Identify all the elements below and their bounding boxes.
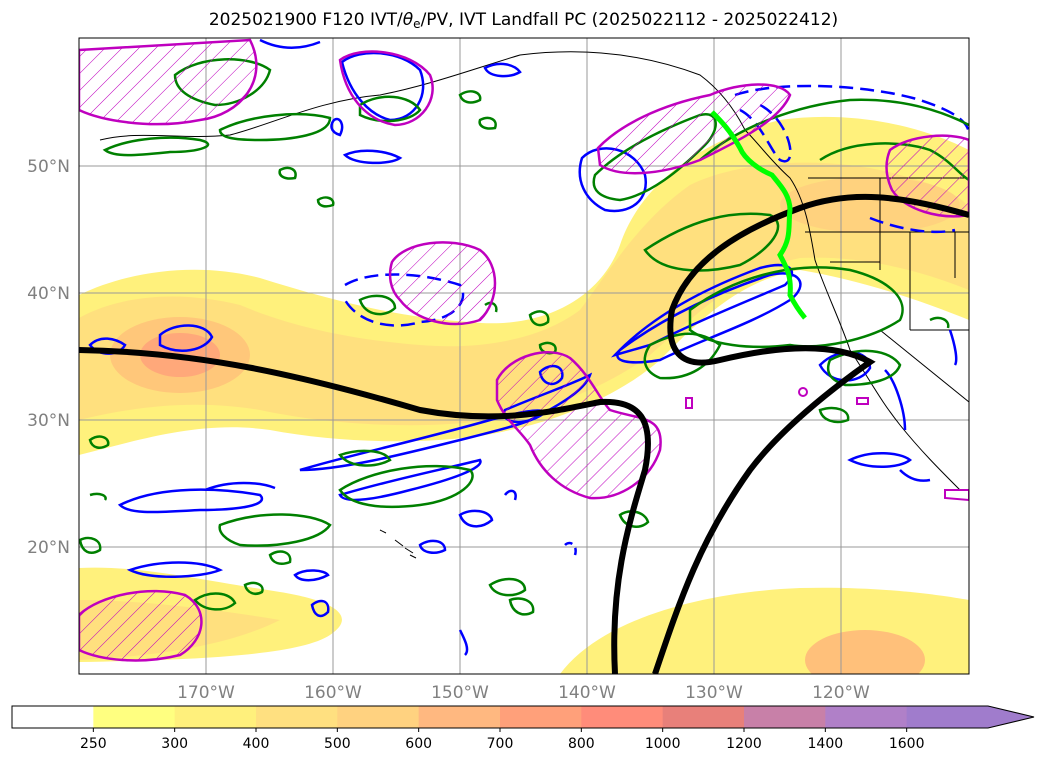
lon-label: 150°W — [431, 683, 489, 703]
map-title: 2025021900 F120 IVT/θe/PV, IVT Landfall … — [208, 10, 839, 31]
map-area — [79, 38, 969, 674]
longitude-labels: 170°W 160°W 150°W 140°W 130°W 120°W — [177, 683, 870, 703]
colorbar-label: 500 — [324, 736, 351, 752]
lon-label: 120°W — [812, 683, 870, 703]
colorbar-outline — [11, 705, 1035, 729]
colorbar-label: 1200 — [726, 736, 762, 752]
colorbar-label: 300 — [161, 736, 188, 752]
colorbar-segment — [825, 706, 908, 728]
colorbar-segment — [174, 706, 257, 728]
lon-label: 170°W — [177, 683, 235, 703]
ivt-pc-line-west — [79, 347, 651, 674]
colorbar-segment — [93, 706, 176, 728]
lat-label: 20°N — [27, 538, 70, 558]
latitude-labels: 50°N 40°N 30°N 20°N — [27, 157, 70, 558]
pv-blob-gulf-alaska — [596, 83, 792, 175]
lon-label: 130°W — [685, 683, 743, 703]
colorbar-segment — [581, 706, 664, 728]
pv-blob-northwest — [79, 38, 258, 126]
pv-blob-northeast — [885, 134, 969, 218]
pv-dot-inland — [856, 397, 869, 405]
colorbar-segment — [662, 706, 745, 728]
colorbar-label: 1000 — [645, 736, 681, 752]
pv-dot-offshore — [685, 397, 693, 409]
pv-blob-north — [338, 50, 434, 127]
pv-blob-central — [388, 241, 497, 326]
pv-blob-southwest — [79, 589, 203, 662]
colorbar-segment — [500, 706, 582, 728]
ivt-band-inner — [79, 162, 969, 426]
pv-blob-south-central — [495, 351, 662, 500]
pv-blob-southeast — [944, 489, 969, 502]
colorbar-label: 250 — [80, 736, 107, 752]
lon-label: 140°W — [558, 683, 616, 703]
landfall-line — [710, 110, 807, 320]
colorbar-label: 1600 — [889, 736, 925, 752]
colorbar-segment — [418, 706, 501, 728]
lon-label: 160°W — [304, 683, 362, 703]
colorbar-label: 600 — [405, 736, 432, 752]
lat-label: 30°N — [27, 411, 70, 431]
colorbar-segment — [12, 706, 94, 728]
map-frame — [78, 37, 970, 675]
pv-dot-coast — [798, 387, 808, 397]
magenta-contours — [79, 38, 969, 662]
colorbar-segment — [337, 706, 420, 728]
colorbar: 250 300 400 500 600 700 800 1000 1200 1400 1600 — [11, 705, 1035, 752]
colorbar-segment — [906, 706, 1034, 728]
colorbar-label: 800 — [568, 736, 595, 752]
lat-label: 40°N — [27, 284, 70, 304]
colorbar-segments — [12, 706, 1034, 728]
ivt-pc-line-east — [652, 193, 969, 674]
colorbar-labels: 250 300 400 500 600 700 800 1000 1200 1400 1600 — [80, 728, 925, 752]
colorbar-label: 1400 — [808, 736, 844, 752]
lat-label: 50°N — [27, 157, 70, 177]
ivt-south-east-core — [805, 630, 925, 674]
colorbar-segment — [256, 706, 338, 728]
colorbar-label: 400 — [243, 736, 270, 752]
colorbar-label: 700 — [487, 736, 514, 752]
colorbar-segment — [744, 706, 826, 728]
